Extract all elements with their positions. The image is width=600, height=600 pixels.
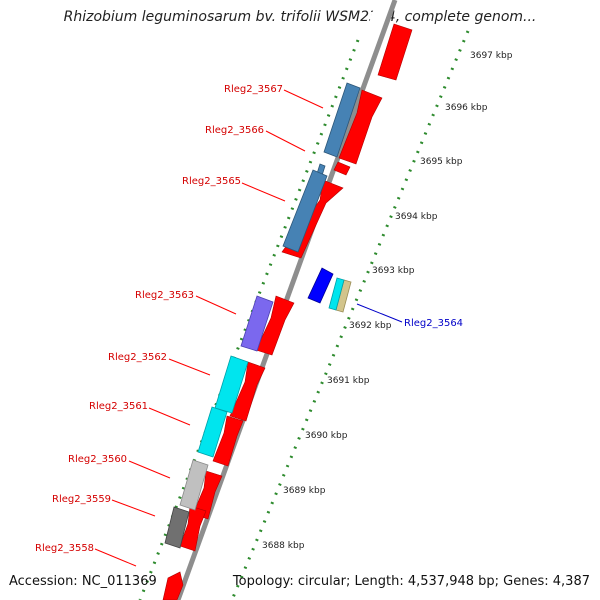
forward-gene-arrow[interactable] [229, 361, 266, 422]
gene-label-rleg2-3567: Rleg2_3567 [224, 84, 283, 95]
tick-label: 3690 kbp [305, 431, 348, 441]
gene-label-rleg2-3563: Rleg2_3563 [135, 290, 194, 301]
gene-rleg2-3567[interactable] [323, 82, 361, 158]
tick-label: 3691 kbp [327, 376, 370, 386]
gene-rleg2-3562[interactable] [214, 355, 249, 414]
gene-label-rleg2-3560: Rleg2_3560 [68, 454, 127, 465]
tick-label: 3697 kbp [470, 51, 513, 61]
topology-text: Topology: circular; Length: 4,537,948 bp… [232, 574, 590, 589]
gene-label-rleg2-3566: Rleg2_3566 [205, 125, 264, 136]
forward-gene-arrow[interactable] [338, 89, 383, 165]
tick-label: 3693 kbp [372, 266, 415, 276]
accession-text: Accession: NC_011369 [9, 574, 157, 589]
map-title: Rhizobium leguminosarum bv. trifolii WSM… [63, 9, 537, 25]
gene-label-rleg2-3561: Rleg2_3561 [89, 401, 148, 412]
forward-gene-arrow[interactable] [212, 415, 244, 467]
gene-rleg2-3565[interactable] [282, 169, 328, 253]
gene-label-rleg2-3558: Rleg2_3558 [35, 543, 94, 554]
forward-gene-arrow[interactable] [333, 161, 351, 176]
forward-gene-arrow[interactable] [179, 505, 207, 552]
gene-rleg2-3561[interactable] [197, 406, 228, 458]
gene-rleg2-3563[interactable] [240, 295, 274, 352]
gene-label-rleg2-3564: Rleg2_3564 [404, 318, 463, 329]
forward-gene-arrow[interactable] [192, 470, 223, 520]
tick-label: 3696 kbp [445, 103, 488, 113]
tick-label: 3694 kbp [395, 212, 438, 222]
forward-gene-arrows [162, 23, 413, 600]
gene-rleg2-3564-cyan[interactable] [328, 277, 345, 311]
forward-gene-arrow[interactable] [162, 571, 184, 600]
tick-label: 3689 kbp [283, 486, 326, 496]
callout-lines [94, 89, 403, 567]
forward-gene-arrow[interactable] [377, 23, 413, 81]
forward-gene-arrow[interactable] [255, 295, 295, 356]
gene-label-rleg2-3565: Rleg2_3565 [182, 176, 241, 187]
gene-rleg2-3564-blue[interactable] [307, 267, 334, 304]
gene-rleg2-3559[interactable] [164, 506, 190, 549]
tick-label: 3692 kbp [349, 321, 392, 331]
tick-label: 3695 kbp [420, 157, 463, 167]
tick-label: 3688 kbp [262, 541, 305, 551]
gene-label-rleg2-3559: Rleg2_3559 [52, 494, 111, 505]
gene-rleg2-3560[interactable] [179, 459, 209, 511]
gene-label-rleg2-3562: Rleg2_3562 [108, 352, 167, 363]
